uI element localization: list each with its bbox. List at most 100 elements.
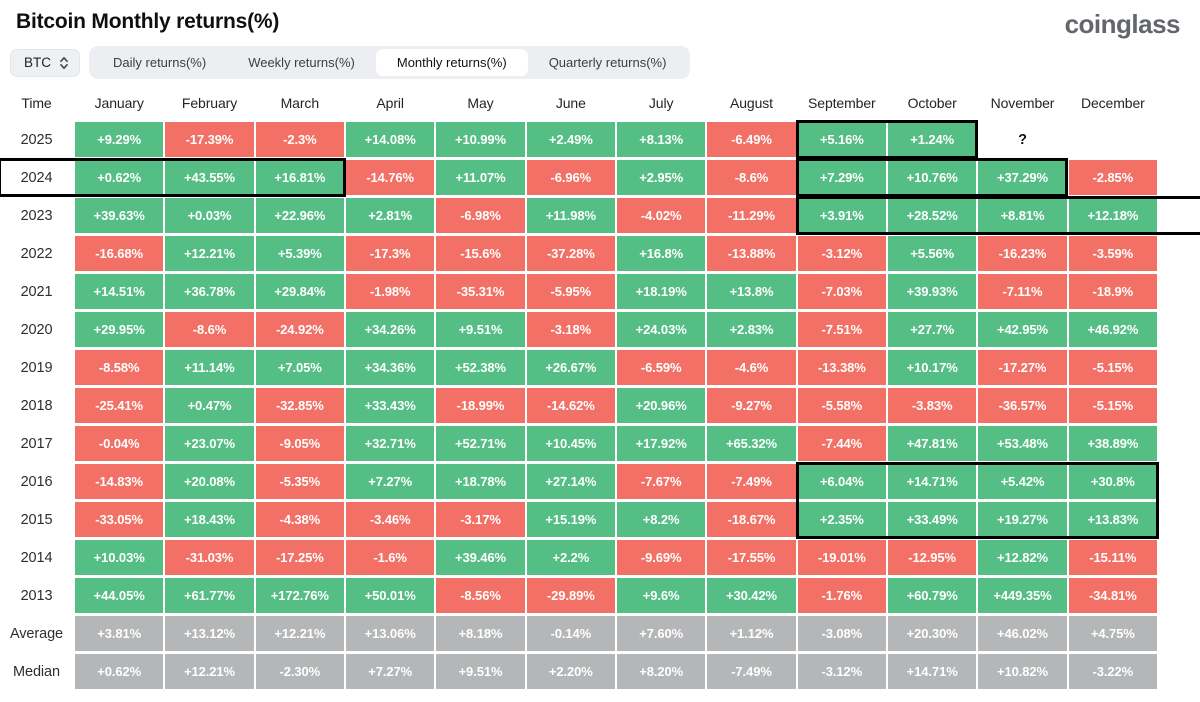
return-cell: +9.51% <box>436 654 525 689</box>
return-cell: -9.05% <box>255 426 344 461</box>
return-cell: +14.71% <box>888 464 977 499</box>
return-cell: -15.11% <box>1068 540 1157 575</box>
return-cell: +15.19% <box>526 502 615 537</box>
return-cell: -3.12% <box>797 236 886 271</box>
return-cell: +2.49% <box>526 122 615 157</box>
return-cell: -6.96% <box>526 160 615 195</box>
row-label: 2022 <box>0 236 73 271</box>
return-cell: +172.76% <box>255 578 344 613</box>
return-cell: -14.62% <box>526 388 615 423</box>
return-cell: +43.55% <box>165 160 254 195</box>
month-header: November <box>978 87 1067 119</box>
return-cell: +8.81% <box>978 198 1067 233</box>
return-cell: +7.05% <box>255 350 344 385</box>
return-cell: +8.2% <box>617 502 706 537</box>
return-cell: +50.01% <box>346 578 435 613</box>
return-cell: -3.12% <box>797 654 886 689</box>
month-header: July <box>617 87 706 119</box>
return-cell: +30.42% <box>707 578 796 613</box>
return-cell: -8.56% <box>436 578 525 613</box>
return-cell: -18.67% <box>707 502 796 537</box>
row-label: 2024 <box>0 160 73 195</box>
tab-daily[interactable]: Daily returns(%) <box>92 49 227 76</box>
return-cell: -8.6% <box>165 312 254 347</box>
return-cell: +20.96% <box>617 388 706 423</box>
return-cell: +7.27% <box>346 654 435 689</box>
return-cell: +27.14% <box>526 464 615 499</box>
return-cell: -0.04% <box>75 426 164 461</box>
return-cell: +39.46% <box>436 540 525 575</box>
return-cell: -6.59% <box>617 350 706 385</box>
return-cell: -13.88% <box>707 236 796 271</box>
return-cell: -35.31% <box>436 274 525 309</box>
return-cell: +12.18% <box>1068 198 1157 233</box>
return-cell: -7.44% <box>797 426 886 461</box>
return-cell: +29.84% <box>255 274 344 309</box>
return-cell: -4.02% <box>617 198 706 233</box>
return-cell: -8.6% <box>707 160 796 195</box>
return-cell: +9.51% <box>436 312 525 347</box>
return-cell: -1.98% <box>346 274 435 309</box>
return-cell: -6.98% <box>436 198 525 233</box>
return-cell: +10.03% <box>75 540 164 575</box>
return-cell: -4.38% <box>255 502 344 537</box>
return-cell: +32.71% <box>346 426 435 461</box>
return-cell: -16.68% <box>75 236 164 271</box>
return-cell: -32.85% <box>255 388 344 423</box>
tab-weekly[interactable]: Weekly returns(%) <box>227 49 376 76</box>
return-cell: -3.17% <box>436 502 525 537</box>
tab-quarterly[interactable]: Quarterly returns(%) <box>528 49 688 76</box>
return-cell: +53.48% <box>978 426 1067 461</box>
return-cell: +44.05% <box>75 578 164 613</box>
return-cell: +2.95% <box>617 160 706 195</box>
return-cell: +46.02% <box>978 616 1067 651</box>
return-cell: -7.11% <box>978 274 1067 309</box>
return-cell: -5.95% <box>526 274 615 309</box>
return-cell: -9.27% <box>707 388 796 423</box>
row-label: 2025 <box>0 122 73 157</box>
return-cell: +17.92% <box>617 426 706 461</box>
return-cell: +13.8% <box>707 274 796 309</box>
return-cell: -5.58% <box>797 388 886 423</box>
controls-bar: BTC Daily returns(%) Weekly returns(%) Mon… <box>10 46 1200 79</box>
tab-monthly[interactable]: Monthly returns(%) <box>375 49 528 76</box>
row-label: 2019 <box>0 350 73 385</box>
return-cell: +13.83% <box>1068 502 1157 537</box>
return-cell: -37.28% <box>526 236 615 271</box>
returns-grid: Time January February March April May June July… <box>0 87 1200 689</box>
return-cell: +2.35% <box>797 502 886 537</box>
return-cell: -17.25% <box>255 540 344 575</box>
return-cell: +0.47% <box>165 388 254 423</box>
return-cell: +18.19% <box>617 274 706 309</box>
return-cell: -29.89% <box>526 578 615 613</box>
row-label: 2013 <box>0 578 73 613</box>
return-cell: -5.35% <box>255 464 344 499</box>
row-label: 2018 <box>0 388 73 423</box>
return-cell: +11.07% <box>436 160 525 195</box>
symbol-select[interactable]: BTC <box>10 48 80 77</box>
return-cell: +52.71% <box>436 426 525 461</box>
return-cell: +29.95% <box>75 312 164 347</box>
month-header: March <box>255 87 344 119</box>
month-header: December <box>1068 87 1157 119</box>
return-cell: +8.13% <box>617 122 706 157</box>
return-cell: +7.29% <box>797 160 886 195</box>
return-cell: +0.62% <box>75 654 164 689</box>
return-cell: +65.32% <box>707 426 796 461</box>
month-header: May <box>436 87 525 119</box>
return-cell: +8.18% <box>436 616 525 651</box>
return-cell: +10.17% <box>888 350 977 385</box>
return-cell: -2.85% <box>1068 160 1157 195</box>
return-cell: -33.05% <box>75 502 164 537</box>
row-label: 2016 <box>0 464 73 499</box>
return-cell: +22.96% <box>255 198 344 233</box>
month-header: April <box>346 87 435 119</box>
month-header: January <box>75 87 164 119</box>
return-cell: +39.63% <box>75 198 164 233</box>
return-cell: +12.82% <box>978 540 1067 575</box>
return-cell: -4.6% <box>707 350 796 385</box>
month-header: August <box>707 87 796 119</box>
return-cell: +39.93% <box>888 274 977 309</box>
row-label: Average <box>0 616 73 651</box>
return-cell: +20.08% <box>165 464 254 499</box>
